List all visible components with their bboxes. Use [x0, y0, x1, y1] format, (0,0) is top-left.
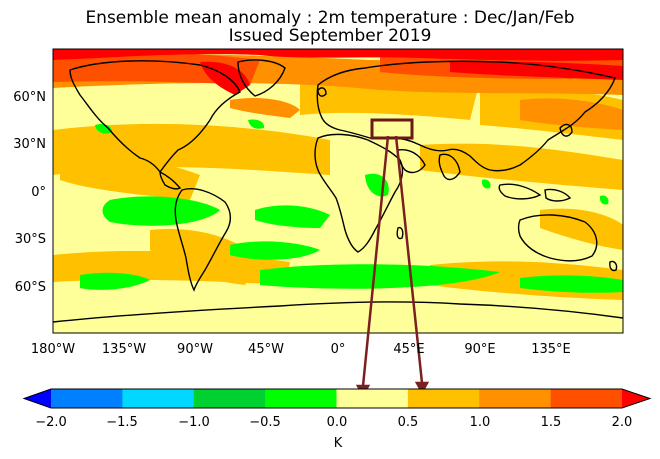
cbar-tick-7: 1.5 [541, 415, 562, 430]
lon-tick-135w: 135°W [102, 342, 146, 357]
cbar-tick-6: 1.0 [470, 415, 491, 430]
lat-tick-60n: 60°N [13, 90, 46, 105]
colorbar-segment-2 [193, 389, 266, 408]
coastlines [53, 59, 623, 323]
lat-tick-30n: 30°N [13, 137, 46, 152]
lon-tick-180w: 180°W [31, 342, 75, 357]
colorbar-segment-5 [407, 389, 480, 408]
colorbar-segment-0 [51, 389, 123, 408]
colorbar-segment-6 [479, 389, 552, 408]
cbar-tick-0: −2.0 [35, 415, 67, 430]
colorbar-unit-label: K [334, 436, 343, 451]
lon-tick-45w: 45°W [248, 342, 284, 357]
anomaly-field [53, 49, 623, 333]
lon-tick-0: 0° [331, 342, 346, 357]
highlight-box [370, 118, 414, 140]
lat-tick-30s: 30°S [15, 232, 46, 247]
cbar-tick-1: −1.5 [106, 415, 138, 430]
chart-subtitle: Issued September 2019 [228, 26, 432, 46]
lon-tick-labels: 180°W 135°W 90°W 45°W 0° 45°E 90°E 135°E [31, 342, 571, 357]
colorbar-tick-labels: −2.0 −1.5 −1.0 −0.5 0.0 0.5 1.0 1.5 2.0 [35, 415, 632, 430]
cbar-tick-4: 0.0 [327, 415, 348, 430]
chart-title: Ensemble mean anomaly : 2m temperature :… [85, 8, 575, 28]
cbar-tick-3: −0.5 [249, 415, 281, 430]
lon-tick-45e: 45°E [393, 342, 424, 357]
lon-tick-90w: 90°W [177, 342, 213, 357]
colorbar-extend-low [24, 389, 51, 408]
cbar-tick-2: −1.0 [178, 415, 210, 430]
lat-tick-labels: 60°N 30°N 0° 30°S 60°S [13, 90, 46, 295]
lon-tick-135e: 135°E [531, 342, 571, 357]
colorbar-extend-high [622, 389, 650, 408]
lat-tick-60s: 60°S [15, 280, 46, 295]
cbar-tick-5: 0.5 [398, 415, 419, 430]
colorbar-outline [22, 388, 652, 409]
lat-tick-0: 0° [31, 185, 46, 200]
cbar-tick-8: 2.0 [612, 415, 633, 430]
map-frame [52, 48, 624, 334]
colorbar-segment-7 [550, 389, 623, 408]
colorbar-segment-1 [122, 389, 195, 408]
lon-tick-90e: 90°E [464, 342, 495, 357]
colorbar [22, 388, 652, 409]
colorbar-segment-4 [336, 389, 409, 408]
colorbar-segment-3 [265, 389, 337, 408]
